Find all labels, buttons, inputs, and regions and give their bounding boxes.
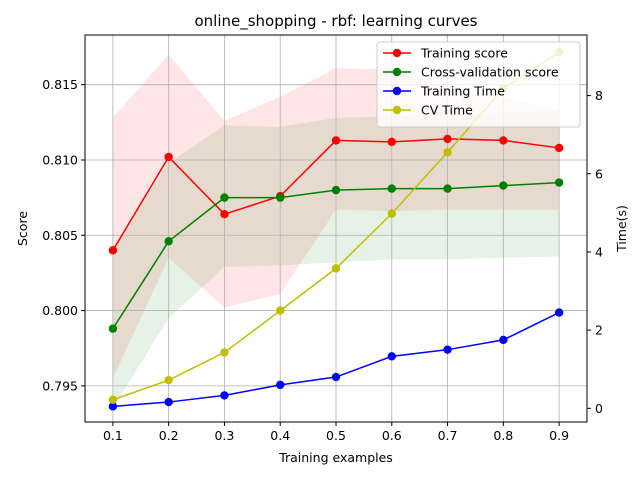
- x-tick-label: 0.1: [103, 428, 123, 443]
- y-tick-label: 0.815: [42, 77, 78, 92]
- data-point: [164, 237, 173, 246]
- data-point: [108, 324, 118, 333]
- y-tick-label: 0.805: [42, 228, 78, 243]
- data-point: [331, 372, 341, 382]
- data-point: [331, 185, 341, 195]
- data-point: [554, 143, 564, 153]
- data-point: [164, 397, 173, 407]
- data-point: [108, 395, 118, 404]
- chart-title: online_shopping - rbf: learning curves: [194, 12, 477, 31]
- data-point: [387, 352, 396, 361]
- data-point: [443, 148, 452, 157]
- data-point: [164, 152, 173, 162]
- legend-label-0: Training score: [420, 46, 508, 61]
- data-point: [331, 136, 341, 145]
- x-tick-label: 0.5: [326, 428, 346, 443]
- y2-tick-label: 0: [595, 401, 603, 416]
- y-axis-label: Score: [15, 211, 30, 246]
- y2-tick-label: 2: [595, 323, 603, 338]
- data-point: [554, 178, 564, 187]
- data-point: [331, 264, 341, 273]
- x-tick-label: 0.2: [159, 428, 179, 443]
- data-point: [220, 193, 229, 202]
- axis-ticks: 0.1 0.2 0.3 0.4 0.5 0.6 0.7 0.8 0.9 0.795 0.800 0.8…: [42, 77, 603, 443]
- x-tick-label: 0.6: [382, 428, 402, 443]
- legend-label-3: CV Time: [421, 103, 473, 118]
- x-tick-label: 0.8: [493, 428, 513, 443]
- y2-tick-label: 4: [595, 244, 603, 259]
- x-tick-label: 0.4: [270, 428, 290, 443]
- legend-marker-0: [392, 48, 402, 58]
- data-point: [443, 345, 452, 354]
- legend-label-1: Cross-validation score: [421, 65, 559, 80]
- y2-axis-label: Time(s): [614, 205, 629, 253]
- y2-tick-label: 8: [595, 88, 603, 103]
- y-tick-label: 0.800: [42, 303, 78, 318]
- data-point: [164, 375, 173, 385]
- legend-marker-1: [392, 67, 402, 77]
- x-axis-label: Training examples: [278, 450, 393, 465]
- series-markers: [108, 48, 564, 411]
- data-point: [276, 380, 285, 390]
- x-tick-label: 0.9: [549, 428, 569, 443]
- y-tick-label: 0.795: [42, 378, 78, 393]
- data-point: [276, 306, 285, 315]
- data-point: [387, 137, 396, 147]
- x-tick-label: 0.7: [438, 428, 458, 443]
- data-point: [220, 209, 229, 219]
- data-point: [108, 246, 118, 255]
- data-point: [499, 136, 508, 145]
- y2-tick-label: 6: [595, 166, 603, 181]
- data-point: [220, 391, 229, 400]
- data-point: [499, 335, 508, 345]
- data-point: [443, 184, 452, 193]
- legend-marker-3: [392, 105, 402, 115]
- data-point: [443, 134, 452, 144]
- data-point: [554, 308, 564, 317]
- data-point: [108, 402, 118, 411]
- data-point: [499, 181, 508, 190]
- data-point: [387, 184, 396, 193]
- data-point: [276, 193, 285, 202]
- legend-marker-2: [392, 86, 402, 96]
- legend-box: [376, 41, 581, 128]
- x-tick-label: 0.3: [214, 428, 234, 443]
- legend: Training score Cross-validation score Trai…: [376, 41, 581, 128]
- data-point: [220, 348, 229, 357]
- y-tick-label: 0.810: [42, 152, 78, 167]
- legend-label-2: Training Time: [420, 84, 505, 99]
- data-point: [387, 209, 396, 218]
